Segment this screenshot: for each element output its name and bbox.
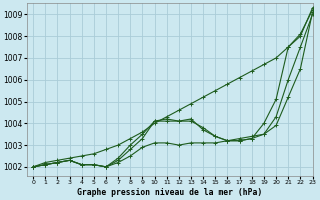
X-axis label: Graphe pression niveau de la mer (hPa): Graphe pression niveau de la mer (hPa) bbox=[77, 188, 262, 197]
